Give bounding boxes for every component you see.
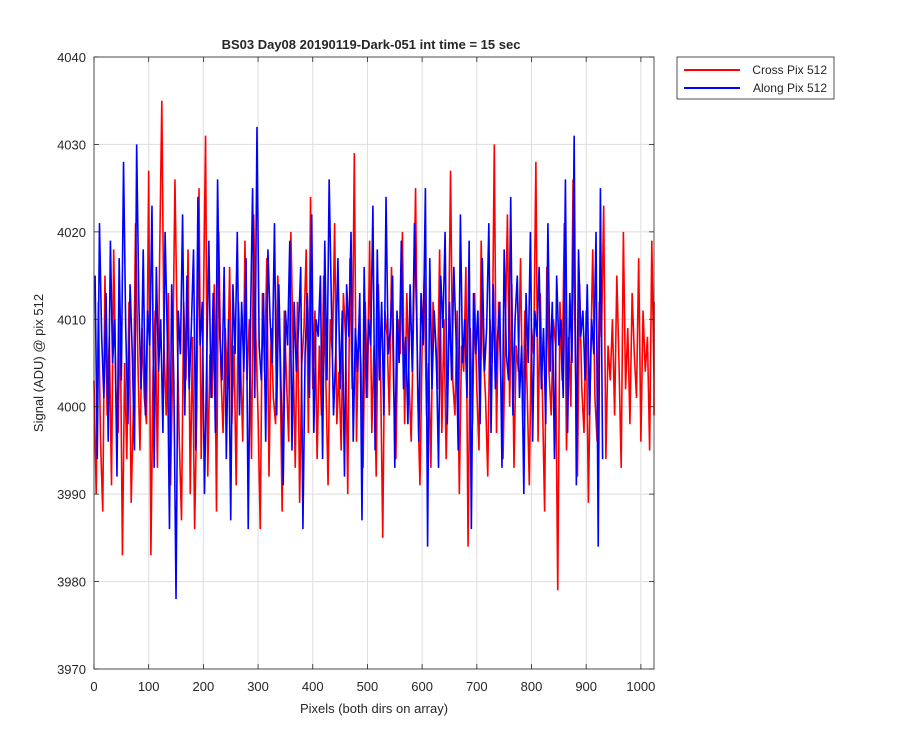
- y-tick-label: 4010: [57, 312, 86, 327]
- x-tick-label: 700: [466, 679, 488, 694]
- legend: Cross Pix 512 Along Pix 512: [676, 56, 835, 100]
- x-tick-label: 300: [247, 679, 269, 694]
- y-axis-label: Signal (ADU) @ pix 512: [31, 294, 46, 432]
- x-tick-label: 200: [193, 679, 215, 694]
- x-tick-label: 600: [411, 679, 433, 694]
- x-tick-label: 0: [90, 679, 97, 694]
- y-tick-label: 3980: [57, 575, 86, 590]
- series-line-along-pix: [94, 126, 604, 600]
- plot-frame: [93, 56, 655, 670]
- tick-labels: 0 100 200 300 400 500 600 700 800 900 1000 3970 3980…: [57, 50, 655, 694]
- legend-box: [676, 56, 835, 100]
- y-tick-label: 4040: [57, 50, 86, 65]
- y-tick-label: 4030: [57, 137, 86, 152]
- x-tick-label: 1000: [626, 679, 655, 694]
- y-tick-label: 4000: [57, 400, 86, 415]
- series-layer: [93, 100, 655, 600]
- x-tick-label: 400: [302, 679, 324, 694]
- x-tick-label: 900: [575, 679, 597, 694]
- legend-label-along: Along Pix 512: [753, 81, 827, 95]
- legend-label-cross: Cross Pix 512: [752, 63, 827, 77]
- y-tick-label: 3990: [57, 487, 86, 502]
- x-tick-label: 800: [521, 679, 543, 694]
- series-line-cross-pix: [93, 100, 655, 591]
- axis-ticks: [93, 56, 654, 670]
- x-axis-label: Pixels (both dirs on array): [300, 701, 448, 716]
- y-tick-label: 3970: [57, 662, 86, 677]
- x-tick-label: 100: [138, 679, 160, 694]
- x-tick-label: 500: [357, 679, 379, 694]
- chart-title: BS03 Day08 20190119-Dark-051 int time = …: [222, 37, 521, 52]
- y-tick-label: 4020: [57, 225, 86, 240]
